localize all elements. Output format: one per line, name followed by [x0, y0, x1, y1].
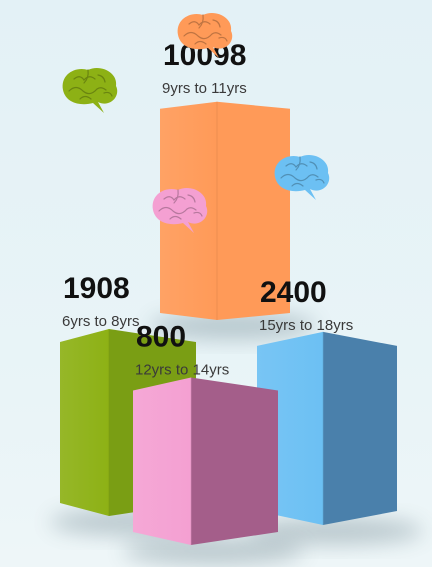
brain-icon: [177, 12, 233, 58]
bar-floor-shadow: [247, 517, 423, 545]
bar-floor-shadow: [123, 537, 304, 565]
brain-icon: [152, 187, 208, 233]
bar-front-face: [133, 377, 191, 545]
bar-floor-shadow: [150, 312, 316, 340]
value-label: 800: [136, 320, 186, 353]
bar-4: 2400 15yrs to 18yrs: [257, 276, 397, 525]
bar-side-face: [217, 101, 290, 320]
bar-front-face: [60, 329, 109, 516]
category-label: 6yrs to 8yrs: [62, 313, 140, 330]
brain-icon: [62, 67, 118, 113]
category-label: 9yrs to 11yrs: [162, 80, 247, 97]
bar-side-face: [191, 377, 278, 545]
bar-side-face: [323, 331, 397, 525]
bar-3: 800 12yrs to 14yrs: [133, 320, 278, 545]
value-label: 1908: [63, 272, 130, 305]
value-label: 2400: [260, 276, 327, 309]
category-label: 12yrs to 14yrs: [135, 361, 229, 378]
category-label: 15yrs to 18yrs: [259, 317, 353, 334]
brain-icon: [274, 154, 330, 200]
